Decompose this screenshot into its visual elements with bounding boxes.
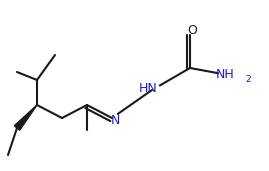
Text: O: O — [187, 23, 197, 36]
Text: NH: NH — [216, 68, 234, 81]
Polygon shape — [14, 105, 37, 130]
Text: N: N — [110, 115, 120, 128]
Text: HN: HN — [139, 82, 157, 95]
Text: 2: 2 — [245, 76, 251, 84]
